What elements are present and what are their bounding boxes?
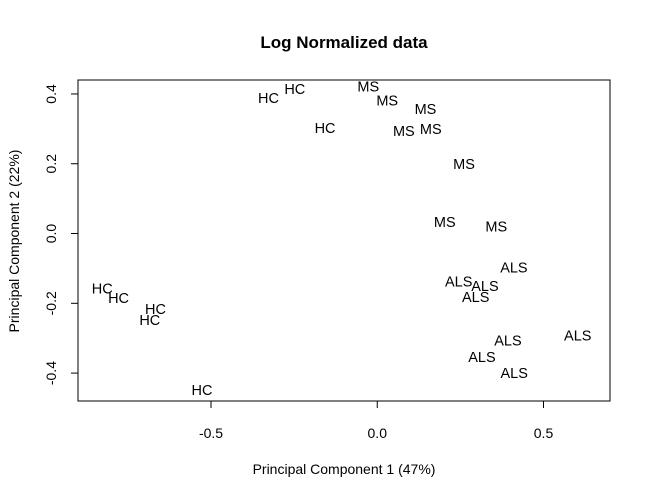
data-point-hc: HC	[108, 291, 129, 307]
chart-title: Log Normalized data	[260, 33, 428, 52]
data-point-ms: MS	[393, 124, 415, 140]
data-point-als: ALS	[564, 328, 591, 344]
x-axis-label: Principal Component 1 (47%)	[253, 461, 436, 477]
data-point-hc: HC	[284, 82, 305, 98]
y-axis: -0.4 -0.2 0.0 0.2 0.4	[43, 84, 79, 385]
y-tick-label: -0.2	[43, 291, 59, 315]
data-point-hc: HC	[139, 313, 160, 329]
data-point-als: ALS	[445, 274, 472, 290]
y-tick-label: 0.0	[43, 224, 59, 244]
data-point-als: ALS	[501, 366, 528, 382]
data-point-als: ALS	[500, 260, 527, 276]
x-tick-label: 0.0	[368, 425, 388, 441]
data-point-hc: HC	[192, 383, 213, 399]
data-point-hc: HC	[258, 91, 279, 107]
data-point-als: ALS	[468, 350, 495, 366]
data-point-ms: MS	[415, 102, 437, 118]
y-tick-label: -0.4	[43, 361, 59, 385]
x-tick-label: -0.5	[199, 425, 223, 441]
y-tick-label: 0.2	[43, 154, 59, 174]
data-point-ms: MS	[357, 80, 379, 96]
data-point-ms: MS	[485, 220, 507, 236]
data-point-hc: HC	[315, 121, 336, 137]
data-point-ms: MS	[434, 215, 456, 231]
data-point-ms: MS	[420, 122, 442, 138]
y-tick-label: 0.4	[43, 84, 59, 104]
x-tick-label: 0.5	[534, 425, 554, 441]
data-point-ms: MS	[376, 93, 398, 109]
data-point-ms: MS	[453, 157, 475, 173]
data-point-als: ALS	[494, 334, 521, 350]
data-point-hc: HC	[145, 302, 166, 318]
data-point-hc: HC	[92, 281, 113, 297]
data-point-als: ALS	[471, 279, 498, 295]
plot-area-border	[77, 79, 611, 402]
data-point-als: ALS	[462, 290, 489, 306]
x-axis: -0.5 0.0 0.5	[199, 400, 554, 441]
y-axis-label: Principal Component 2 (22%)	[6, 150, 22, 333]
